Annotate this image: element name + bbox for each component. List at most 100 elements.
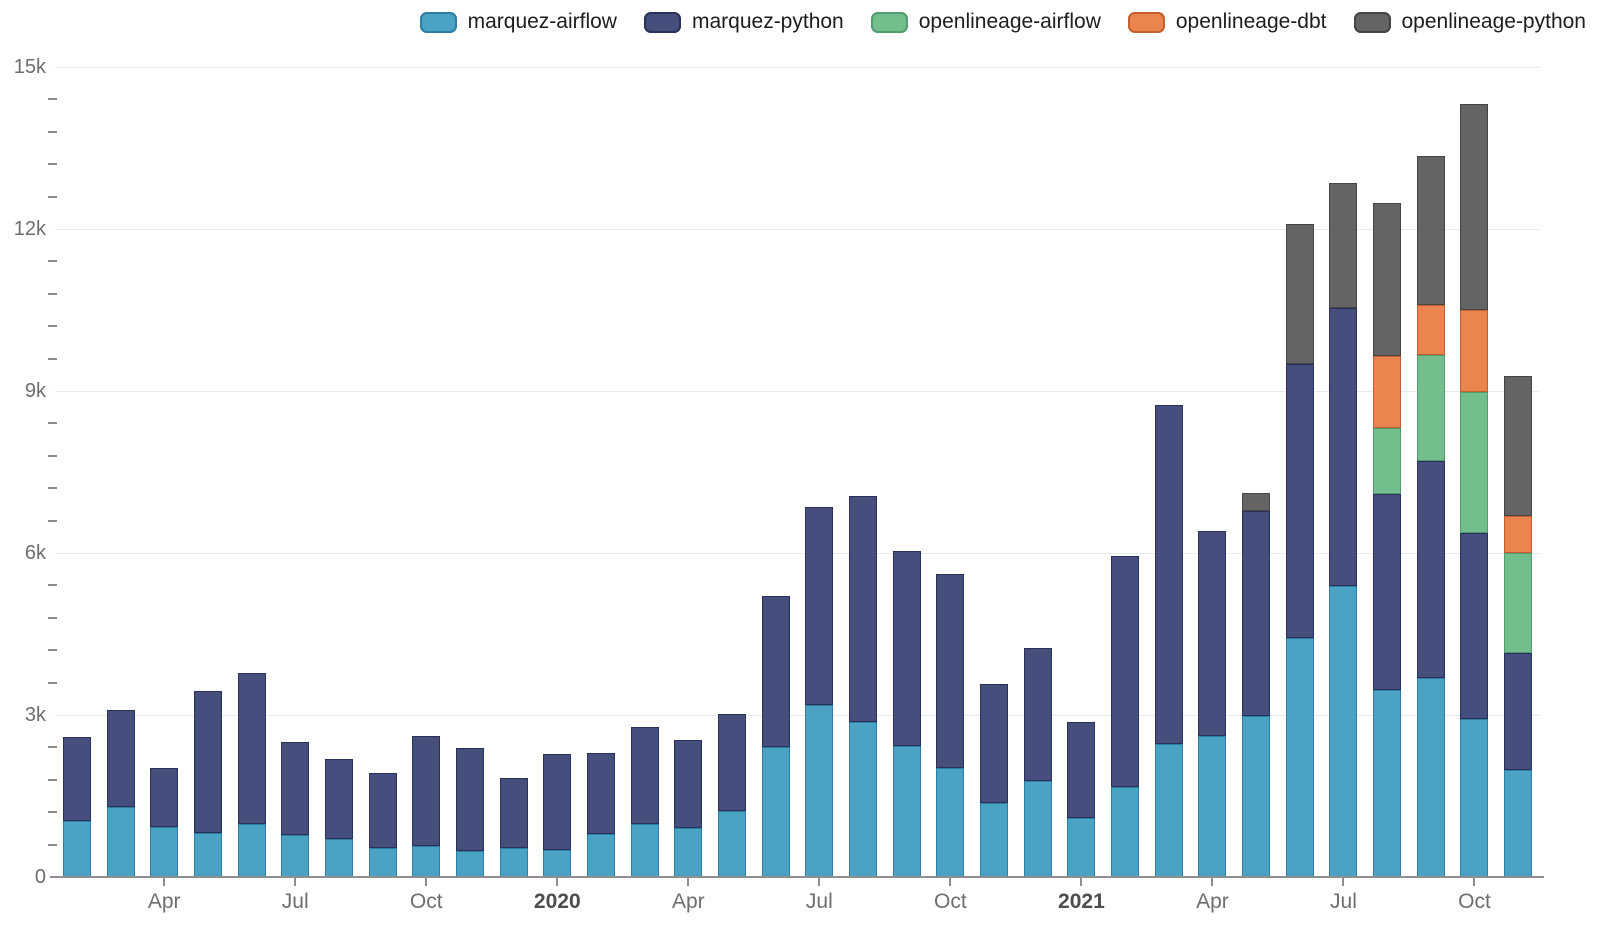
bar-2019-09[interactable]: [368, 772, 397, 877]
segment-marquez-python[interactable]: [193, 690, 222, 833]
segment-marquez-airflow[interactable]: [1329, 585, 1358, 877]
segment-marquez-airflow[interactable]: [106, 806, 135, 877]
bar-2019-11[interactable]: [455, 747, 484, 877]
bar-2019-03[interactable]: [106, 710, 135, 877]
bar-2021-07[interactable]: [1329, 183, 1358, 877]
segment-marquez-python[interactable]: [674, 740, 703, 829]
bar-2021-03[interactable]: [1154, 404, 1183, 877]
bar-2019-05[interactable]: [193, 690, 222, 877]
segment-marquez-python[interactable]: [455, 747, 484, 852]
segment-marquez-airflow[interactable]: [936, 767, 965, 877]
segment-marquez-airflow[interactable]: [412, 845, 441, 877]
segment-marquez-python[interactable]: [1242, 510, 1271, 717]
segment-marquez-python[interactable]: [1373, 493, 1402, 690]
segment-marquez-airflow[interactable]: [630, 824, 659, 877]
bar-2020-11[interactable]: [980, 683, 1009, 877]
bar-2021-02[interactable]: [1111, 555, 1140, 877]
bar-2020-09[interactable]: [892, 551, 921, 877]
segment-openlineage-python[interactable]: [1460, 104, 1489, 311]
segment-marquez-python[interactable]: [892, 551, 921, 747]
bar-2019-02[interactable]: [62, 737, 91, 877]
bar-2020-04[interactable]: [674, 740, 703, 877]
segment-marquez-airflow[interactable]: [1242, 716, 1271, 877]
segment-marquez-airflow[interactable]: [1285, 638, 1314, 877]
segment-marquez-airflow[interactable]: [717, 811, 746, 877]
bar-2019-04[interactable]: [150, 767, 179, 877]
segment-marquez-airflow[interactable]: [281, 834, 310, 877]
segment-openlineage-dbt[interactable]: [1416, 304, 1445, 355]
bar-2019-06[interactable]: [237, 672, 266, 877]
segment-marquez-python[interactable]: [1111, 555, 1140, 788]
segment-marquez-python[interactable]: [106, 710, 135, 807]
bar-2019-12[interactable]: [499, 777, 528, 877]
segment-openlineage-airflow[interactable]: [1373, 428, 1402, 494]
segment-openlineage-airflow[interactable]: [1416, 354, 1445, 461]
segment-marquez-python[interactable]: [1067, 722, 1096, 818]
segment-marquez-airflow[interactable]: [1504, 770, 1533, 877]
segment-marquez-python[interactable]: [543, 753, 572, 850]
bar-2020-12[interactable]: [1023, 648, 1052, 877]
segment-marquez-airflow[interactable]: [499, 847, 528, 877]
segment-marquez-airflow[interactable]: [193, 833, 222, 877]
bar-2021-08[interactable]: [1373, 202, 1402, 877]
segment-marquez-airflow[interactable]: [1460, 719, 1489, 877]
bar-2020-10[interactable]: [936, 574, 965, 877]
segment-marquez-airflow[interactable]: [1416, 678, 1445, 877]
segment-marquez-python[interactable]: [805, 507, 834, 706]
segment-marquez-airflow[interactable]: [368, 847, 397, 877]
segment-marquez-python[interactable]: [499, 777, 528, 848]
segment-marquez-airflow[interactable]: [1198, 735, 1227, 877]
segment-marquez-python[interactable]: [62, 737, 91, 821]
bar-2021-09[interactable]: [1416, 155, 1445, 877]
segment-marquez-airflow[interactable]: [674, 828, 703, 877]
segment-marquez-python[interactable]: [761, 595, 790, 748]
segment-marquez-airflow[interactable]: [1023, 780, 1052, 877]
segment-marquez-airflow[interactable]: [761, 747, 790, 877]
bar-2019-10[interactable]: [412, 736, 441, 877]
segment-marquez-python[interactable]: [586, 753, 615, 835]
legend-item-openlineage-python[interactable]: openlineage-python: [1353, 10, 1586, 34]
segment-marquez-airflow[interactable]: [805, 705, 834, 877]
bar-2020-01[interactable]: [543, 753, 572, 877]
bar-2021-06[interactable]: [1285, 224, 1314, 877]
segment-marquez-airflow[interactable]: [543, 850, 572, 877]
segment-marquez-airflow[interactable]: [237, 824, 266, 877]
segment-marquez-python[interactable]: [936, 574, 965, 768]
legend-item-marquez-airflow[interactable]: marquez-airflow: [419, 10, 617, 34]
segment-openlineage-python[interactable]: [1329, 183, 1358, 309]
bar-2021-05[interactable]: [1242, 493, 1271, 877]
segment-openlineage-airflow[interactable]: [1460, 392, 1489, 534]
segment-marquez-airflow[interactable]: [1067, 817, 1096, 877]
segment-marquez-python[interactable]: [324, 759, 353, 839]
segment-marquez-python[interactable]: [281, 742, 310, 835]
legend-item-marquez-python[interactable]: marquez-python: [643, 10, 844, 34]
legend-item-openlineage-dbt[interactable]: openlineage-dbt: [1127, 10, 1327, 34]
segment-marquez-python[interactable]: [849, 496, 877, 723]
bar-2019-08[interactable]: [324, 759, 353, 877]
segment-marquez-python[interactable]: [1416, 460, 1445, 679]
segment-marquez-python[interactable]: [630, 726, 659, 825]
bar-2021-10[interactable]: [1460, 104, 1489, 877]
segment-marquez-python[interactable]: [150, 767, 179, 828]
segment-marquez-python[interactable]: [1023, 648, 1052, 781]
segment-marquez-airflow[interactable]: [892, 746, 921, 877]
bar-2020-02[interactable]: [586, 753, 615, 877]
segment-marquez-python[interactable]: [980, 683, 1009, 804]
segment-marquez-python[interactable]: [412, 736, 441, 846]
bar-2020-07[interactable]: [805, 507, 834, 877]
segment-marquez-python[interactable]: [717, 713, 746, 812]
bar-2019-07[interactable]: [281, 742, 310, 877]
bar-2021-01[interactable]: [1067, 722, 1096, 877]
segment-openlineage-python[interactable]: [1504, 375, 1533, 517]
segment-openlineage-python[interactable]: [1285, 224, 1314, 365]
segment-openlineage-python[interactable]: [1242, 493, 1271, 511]
segment-marquez-python[interactable]: [237, 672, 266, 825]
segment-marquez-airflow[interactable]: [849, 722, 877, 877]
segment-marquez-python[interactable]: [1198, 531, 1227, 736]
segment-marquez-python[interactable]: [1504, 652, 1533, 771]
segment-marquez-python[interactable]: [1285, 364, 1314, 639]
segment-marquez-airflow[interactable]: [62, 820, 91, 877]
segment-openlineage-python[interactable]: [1416, 155, 1445, 305]
bar-2021-11[interactable]: [1504, 375, 1533, 877]
segment-marquez-python[interactable]: [1329, 308, 1358, 586]
